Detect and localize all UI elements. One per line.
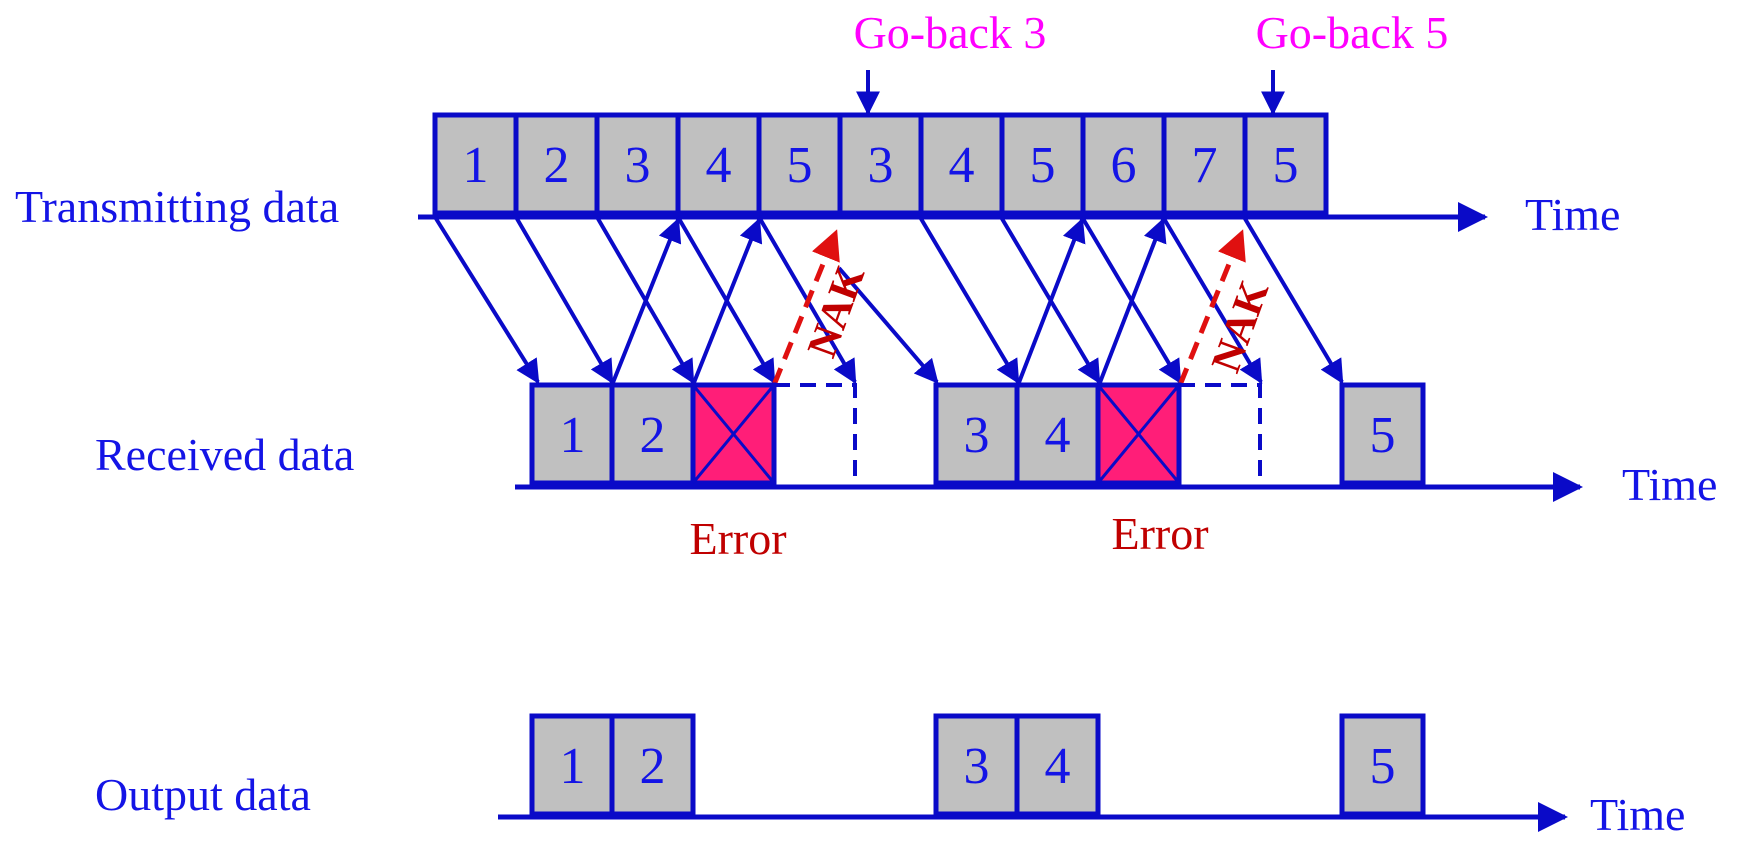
frame-box: 3 [933, 382, 1020, 486]
frame-number: 2 [544, 137, 570, 194]
frame-box: 5 [999, 112, 1086, 216]
frame-arrow [837, 266, 939, 384]
go-back-3-label: Go-back 3 [854, 7, 1047, 58]
error-frame [690, 382, 777, 486]
transmitting-data-label: Transmitting data [15, 181, 339, 232]
frame-number: 4 [706, 137, 732, 194]
ack-arrows [610, 217, 1167, 386]
received-data-label: Received data [95, 429, 354, 480]
frame-box: 7 [1161, 112, 1248, 216]
transmit-time-label: Time [1525, 189, 1620, 240]
ack-arrow [1097, 217, 1167, 386]
ack-arrow [691, 217, 763, 386]
frame-arrow [1242, 215, 1344, 385]
frame-number: 3 [964, 407, 990, 464]
frame-box: 2 [609, 382, 696, 486]
go-back-5-label: Go-back 5 [1256, 7, 1449, 58]
frame-box: 5 [756, 112, 843, 216]
frame-box: 3 [594, 112, 681, 216]
error-frame [1095, 382, 1182, 486]
frame-box: 2 [609, 713, 696, 817]
output-time-label: Time [1590, 789, 1685, 840]
frame-arrow [514, 215, 614, 385]
nak-label: NAK [799, 260, 874, 364]
frame-number: 3 [868, 137, 894, 194]
frame-number: 5 [1370, 407, 1396, 464]
frame-box: 1 [432, 112, 519, 216]
frame-number: 5 [1030, 137, 1056, 194]
frame-box: 4 [1014, 382, 1101, 486]
frame-number: 3 [625, 137, 651, 194]
discarded-frame [774, 383, 857, 483]
frame-number: 1 [463, 137, 489, 194]
frame-number: 2 [640, 407, 666, 464]
frame-box: 6 [1080, 112, 1167, 216]
frame-number: 6 [1111, 137, 1137, 194]
frame-number: 5 [1370, 738, 1396, 795]
frame-number: 1 [560, 738, 586, 795]
frame-box: 5 [1242, 112, 1329, 216]
error-label: Error [689, 513, 786, 564]
nak-label: NAK [1203, 275, 1278, 379]
frame-number: 4 [1045, 738, 1071, 795]
frame-number: 4 [1045, 407, 1071, 464]
frame-number: 4 [949, 137, 975, 194]
frame-number: 5 [1273, 137, 1299, 194]
output-data-label: Output data [95, 769, 311, 820]
frame-box: 5 [1339, 713, 1426, 817]
frame-box: 5 [1339, 382, 1426, 486]
frame-box: 3 [837, 112, 924, 216]
ack-arrow [1016, 217, 1086, 386]
frame-arrow [918, 215, 1020, 385]
frame-box: 4 [918, 112, 1005, 216]
frame-box: 4 [1014, 713, 1101, 817]
discarded-frame [1179, 383, 1262, 483]
frame-box: 1 [529, 382, 616, 486]
frame-number: 7 [1192, 137, 1218, 194]
frame-number: 2 [640, 738, 666, 795]
frame-box: 3 [933, 713, 1020, 817]
frame-number: 3 [964, 738, 990, 795]
error-label: Error [1111, 508, 1208, 559]
frame-number: 5 [787, 137, 813, 194]
frame-number: 1 [560, 407, 586, 464]
ack-arrow [610, 217, 682, 386]
received-time-label: Time [1622, 459, 1717, 510]
frame-box: 2 [513, 112, 600, 216]
frame-arrow [433, 215, 540, 385]
frame-box: 4 [675, 112, 762, 216]
frame-box: 1 [529, 713, 616, 817]
